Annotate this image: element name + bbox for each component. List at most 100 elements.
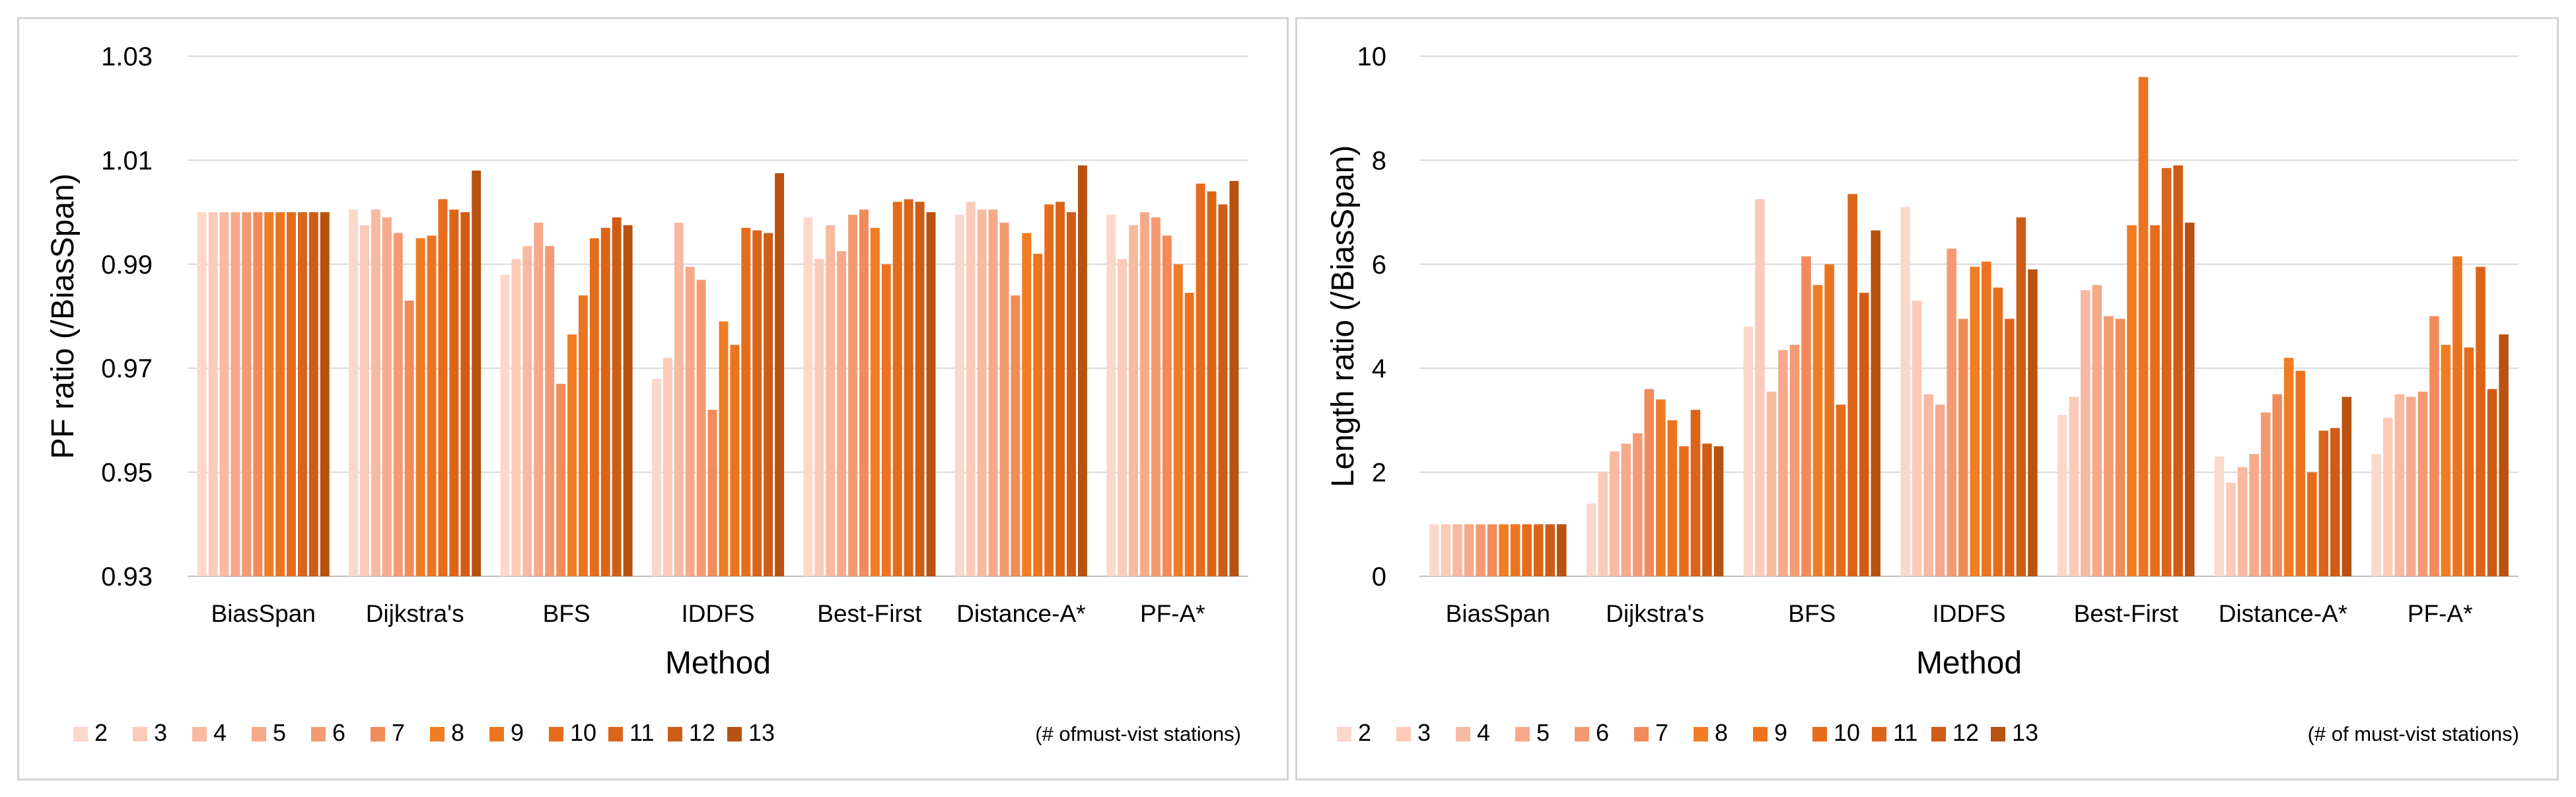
legend-label: 12 xyxy=(1952,719,1979,746)
x-category-label: Dijkstra's xyxy=(366,600,464,627)
y-tick-label: 0.99 xyxy=(101,250,153,280)
bar-Dijkstra's-13 xyxy=(1713,446,1724,576)
bar-BiasSpan-8 xyxy=(1499,524,1509,576)
bar-PF-A*-9 xyxy=(2452,256,2462,576)
legend-label: 8 xyxy=(1715,719,1728,746)
x-category-label: Best-First xyxy=(2074,600,2179,627)
bar-Distance-A*-3 xyxy=(2226,482,2236,576)
bar-IDDFS-4 xyxy=(1923,394,1933,576)
bar-BFS-9 xyxy=(1824,264,1834,576)
bar-Best-First-10 xyxy=(892,202,902,576)
bar-IDDFS-6 xyxy=(696,280,706,576)
bar-IDDFS-13 xyxy=(2028,269,2038,576)
x-category-label: BiasSpan xyxy=(1446,600,1550,627)
legend-swatch xyxy=(192,727,207,741)
bar-BFS-11 xyxy=(600,227,610,577)
bar-BFS-4 xyxy=(1766,391,1777,576)
bar-Distance-A*-12 xyxy=(2330,428,2340,576)
bar-BFS-6 xyxy=(545,246,555,576)
legend-label: 12 xyxy=(689,719,715,746)
x-category-label: BFS xyxy=(543,600,590,627)
legend-swatch xyxy=(549,727,563,741)
bar-Dijkstra's-7 xyxy=(404,300,414,576)
legend-label: 5 xyxy=(273,719,286,746)
y-tick-label: 0 xyxy=(1372,562,1386,591)
bar-BFS-7 xyxy=(1801,256,1811,576)
legend-swatch xyxy=(489,727,504,741)
bar-IDDFS-12 xyxy=(764,233,773,577)
bar-BFS-4 xyxy=(522,246,532,576)
y-tick-label: 1.03 xyxy=(101,42,153,71)
bar-Distance-A*-11 xyxy=(2318,430,2329,576)
bar-BFS-3 xyxy=(511,258,521,576)
bar-Dijkstra's-5 xyxy=(1621,443,1631,576)
x-category-label: BFS xyxy=(1788,600,1836,627)
length-ratio-chart: 10 8 6 4 2 0 Length ratio (/BiasSpan) BiasSpan D… xyxy=(1326,42,2519,746)
y-tick-label: 0.93 xyxy=(101,562,153,591)
bar-BiasSpan-9 xyxy=(275,212,285,577)
bar-Dijkstra's-10 xyxy=(1679,446,1689,576)
legend-swatch xyxy=(1991,727,2005,741)
bar-Distance-A*-2 xyxy=(2214,456,2225,576)
bar-Distance-A*-10 xyxy=(2307,472,2317,576)
bar-BFS-8 xyxy=(567,334,577,576)
bar-Best-First-6 xyxy=(2104,316,2114,576)
legend-label: 2 xyxy=(94,719,108,746)
bar-BFS-6 xyxy=(1789,344,1800,576)
pf-ratio-chart-panel: 1.03 1.01 0.99 0.97 0.95 0.93 PF ratio (/BiasS… xyxy=(17,17,1289,780)
bar-IDDFS-9 xyxy=(730,344,740,576)
bar-Distance-A*-2 xyxy=(954,215,964,576)
legend-label: 9 xyxy=(511,719,524,746)
y-tick-label: 6 xyxy=(1372,250,1386,280)
bar-Best-First-5 xyxy=(837,251,847,576)
bar-Best-First-2 xyxy=(2057,415,2067,576)
bar-Best-First-6 xyxy=(848,215,858,576)
x-category-label: Dijkstra's xyxy=(1606,600,1704,627)
bar-Distance-A*-9 xyxy=(1033,254,1043,576)
bar-IDDFS-11 xyxy=(2005,319,2015,576)
bar-BiasSpan-4 xyxy=(219,212,229,577)
bar-Dijkstra's-7 xyxy=(1644,389,1655,576)
x-category-label: PF-A* xyxy=(2408,600,2473,627)
bar-PF-A*-5 xyxy=(2406,397,2416,576)
bar-Best-First-3 xyxy=(814,258,824,576)
bar-PF-A*-7 xyxy=(2429,316,2439,576)
legend-swatch xyxy=(73,727,88,741)
legend-swatch xyxy=(1396,727,1411,741)
bar-IDDFS-10 xyxy=(741,227,751,577)
pf-ratio-chart: 1.03 1.01 0.99 0.97 0.95 0.93 PF ratio (/BiasS… xyxy=(46,42,1248,746)
bar-BFS-13 xyxy=(1871,230,1880,576)
legend-swatch xyxy=(1515,727,1530,741)
bar-BiasSpan-2 xyxy=(197,212,207,577)
bar-Distance-A*-13 xyxy=(2342,397,2352,576)
y-tick-label: 8 xyxy=(1372,146,1386,175)
bar-Best-First-10 xyxy=(2150,225,2160,576)
x-category-label: BiasSpan xyxy=(211,600,316,627)
bar-IDDFS-8 xyxy=(1970,266,1980,576)
legend-label: 13 xyxy=(748,719,775,746)
bar-Distance-A*-12 xyxy=(1067,212,1076,577)
bar-PF-A*-5 xyxy=(1140,212,1149,577)
bar-PF-A*-13 xyxy=(1229,180,1239,576)
bar-Dijkstra's-8 xyxy=(1656,399,1666,576)
bar-Best-First-7 xyxy=(2115,319,2126,576)
bar-IDDFS-3 xyxy=(1912,300,1922,576)
bar-PF-A*-11 xyxy=(1207,191,1217,576)
legend-swatch xyxy=(608,727,623,741)
legend-label: 6 xyxy=(332,719,345,746)
bar-BiasSpan-12 xyxy=(1545,524,1556,576)
bar-BFS-5 xyxy=(1778,350,1788,576)
bar-PF-A*-2 xyxy=(1106,215,1116,576)
bar-Best-First-5 xyxy=(2092,285,2102,576)
bar-PF-A*-11 xyxy=(2476,266,2486,576)
bar-Best-First-4 xyxy=(826,225,836,576)
bar-BiasSpan-8 xyxy=(264,212,274,577)
bar-BFS-3 xyxy=(1755,199,1765,576)
bar-PF-A*-2 xyxy=(2371,454,2381,576)
bar-Dijkstra's-5 xyxy=(382,217,392,577)
bar-BFS-7 xyxy=(556,383,566,576)
bar-Dijkstra's-11 xyxy=(449,209,459,576)
bar-Distance-A*-4 xyxy=(2237,467,2248,576)
bar-BiasSpan-2 xyxy=(1429,524,1439,576)
bar-BiasSpan-11 xyxy=(1533,524,1544,576)
